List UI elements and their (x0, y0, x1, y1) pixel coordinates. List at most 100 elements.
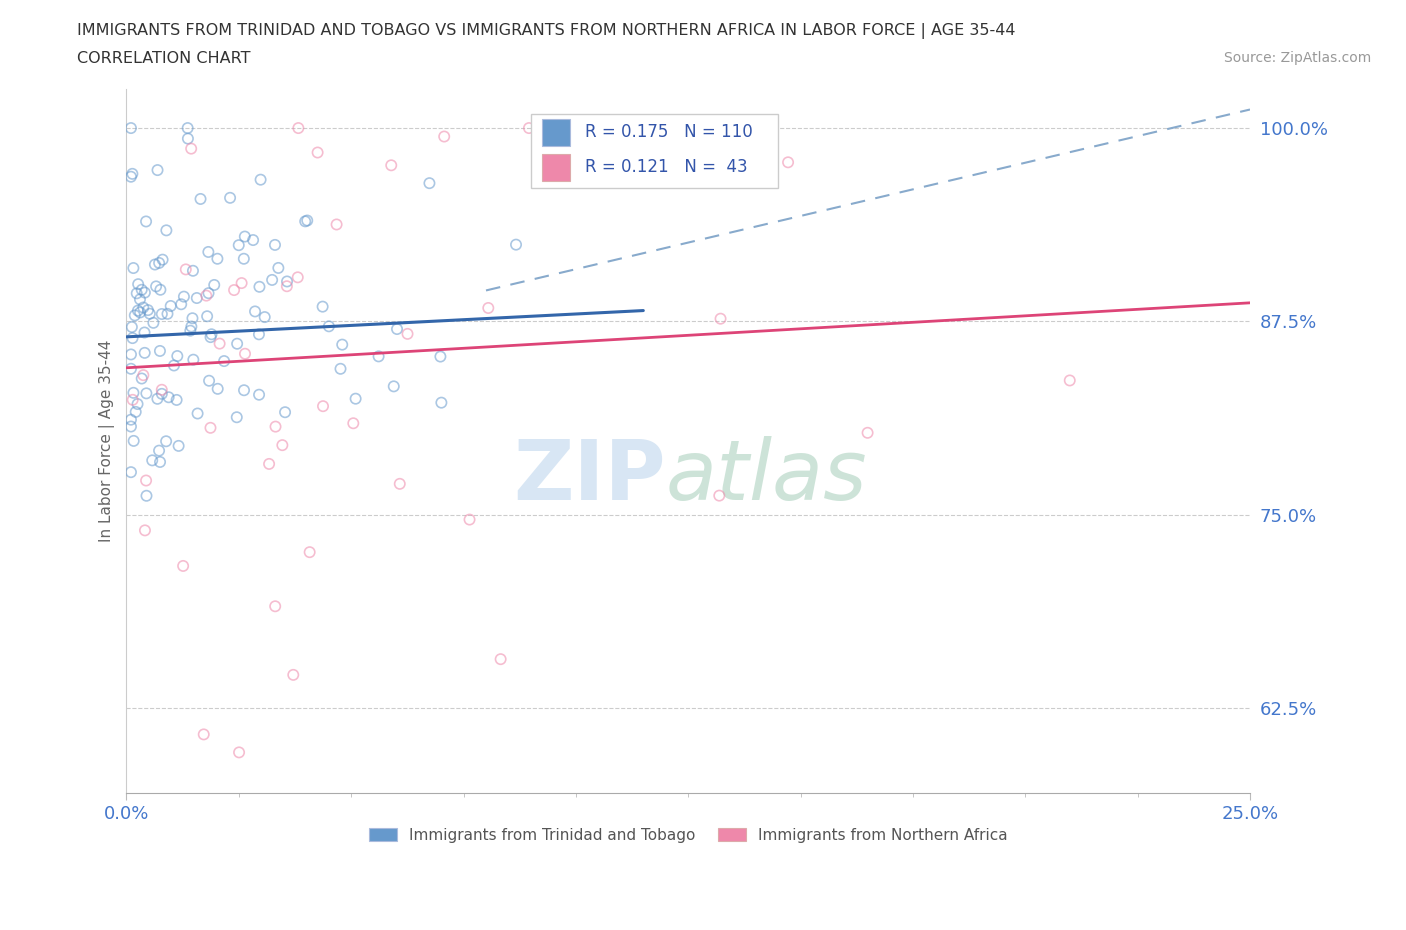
Point (367, 349, 389, 364)
Point (257, 457, 280, 472)
Point (329, 362, 352, 377)
Point (125, 405, 148, 419)
Point (131, 283, 153, 298)
Text: Source: ZipAtlas.com: Source: ZipAtlas.com (1223, 51, 1371, 65)
Point (264, 419, 287, 434)
Point (187, 406, 209, 421)
Point (170, 297, 193, 312)
Point (166, 392, 188, 407)
Point (135, 473, 157, 488)
Point (264, 599, 287, 614)
Point (283, 668, 305, 683)
Point (225, 410, 247, 425)
Point (132, 367, 155, 382)
FancyBboxPatch shape (543, 153, 571, 180)
Point (120, 465, 142, 480)
Point (385, 322, 408, 337)
Point (157, 390, 180, 405)
Point (148, 444, 170, 458)
Point (200, 329, 222, 344)
Point (146, 392, 169, 406)
Point (433, 129, 456, 144)
Point (517, 121, 540, 136)
Point (232, 251, 254, 266)
Point (120, 169, 142, 184)
Point (193, 727, 215, 742)
Point (121, 320, 143, 335)
Point (505, 237, 527, 252)
Point (311, 299, 333, 314)
Point (388, 476, 411, 491)
Point (200, 420, 222, 435)
Point (122, 433, 145, 448)
Point (396, 326, 419, 341)
Point (142, 315, 165, 330)
Text: R = 0.175   N = 110: R = 0.175 N = 110 (585, 124, 752, 141)
Point (159, 299, 181, 313)
Text: atlas: atlas (666, 436, 868, 517)
Point (1059, 373, 1081, 388)
Point (134, 286, 156, 300)
Point (233, 383, 256, 398)
Point (489, 652, 512, 667)
Y-axis label: In Labor Force | Age 35-44: In Labor Force | Age 35-44 (100, 340, 115, 542)
Point (120, 121, 142, 136)
Point (125, 286, 148, 300)
Point (565, 129, 588, 144)
Legend: Immigrants from Trinidad and Tobago, Immigrants from Northern Africa: Immigrants from Trinidad and Tobago, Imm… (363, 821, 1014, 849)
Point (202, 277, 225, 292)
Point (226, 337, 249, 352)
Point (163, 358, 186, 373)
Point (262, 272, 284, 287)
Point (176, 121, 198, 136)
Point (208, 336, 231, 351)
Point (342, 416, 364, 431)
Point (135, 488, 157, 503)
Point (129, 292, 152, 307)
Point (222, 283, 245, 298)
Point (271, 438, 294, 453)
Text: IMMIGRANTS FROM TRINIDAD AND TOBAGO VS IMMIGRANTS FROM NORTHERN AFRICA IN LABOR : IMMIGRANTS FROM TRINIDAD AND TOBAGO VS I… (77, 23, 1015, 39)
Point (150, 382, 173, 397)
Point (120, 347, 142, 362)
Point (148, 256, 170, 271)
Point (380, 158, 402, 173)
Point (276, 279, 298, 294)
Point (120, 419, 142, 434)
Point (146, 163, 169, 178)
Point (276, 274, 298, 289)
Point (135, 386, 157, 401)
Point (287, 270, 309, 285)
Point (325, 217, 347, 232)
Point (150, 386, 173, 401)
Point (233, 229, 256, 244)
Point (134, 345, 156, 360)
Point (145, 279, 167, 294)
Point (141, 453, 163, 468)
Point (179, 324, 201, 339)
Point (477, 300, 499, 315)
Point (249, 172, 271, 187)
Point (228, 745, 250, 760)
Point (197, 286, 219, 300)
Point (120, 362, 142, 377)
Point (166, 349, 188, 364)
Point (458, 512, 481, 527)
Point (212, 353, 235, 368)
Point (139, 306, 162, 321)
Point (312, 399, 335, 414)
Point (207, 381, 229, 396)
FancyBboxPatch shape (543, 119, 571, 146)
Point (177, 131, 200, 146)
Point (330, 338, 353, 352)
Point (183, 352, 205, 367)
Point (156, 306, 179, 321)
Point (121, 331, 143, 346)
Point (174, 262, 197, 277)
Point (242, 232, 264, 247)
Point (247, 387, 270, 402)
Point (709, 312, 731, 326)
Point (318, 319, 340, 334)
Point (134, 326, 156, 340)
Point (127, 277, 149, 292)
